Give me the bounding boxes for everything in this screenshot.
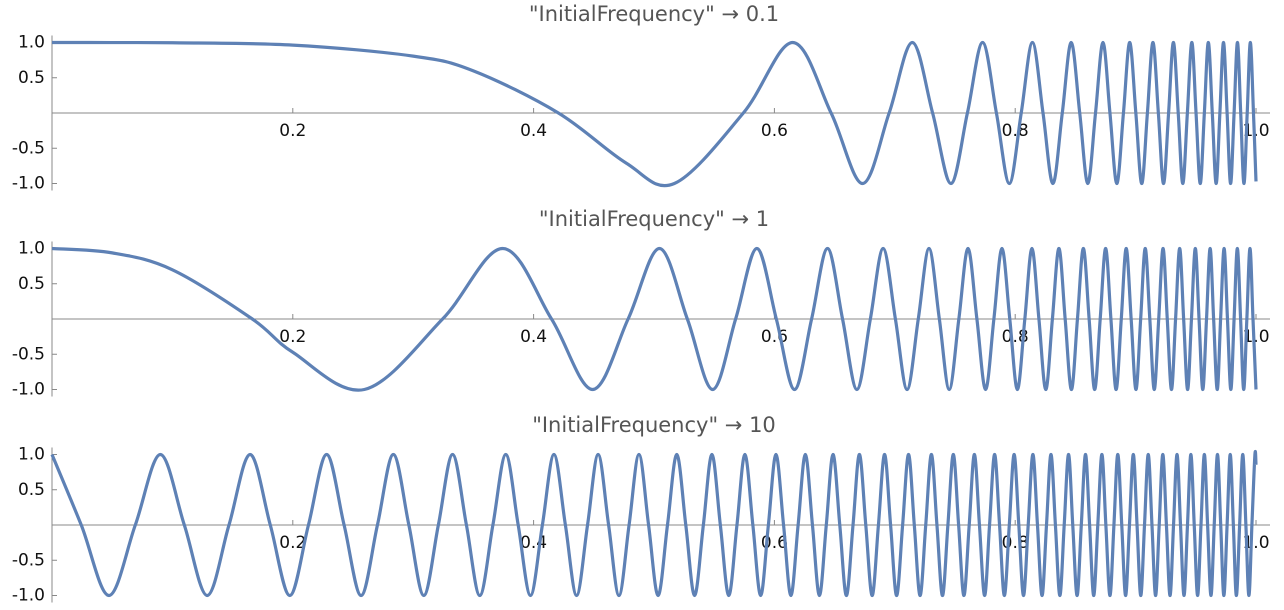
y-tick-label: 1.0 (18, 445, 45, 465)
y-tick-label: 1.0 (18, 239, 45, 259)
x-tick-label: 0.8 (1002, 121, 1029, 141)
y-tick-label: -1.0 (12, 174, 45, 194)
y-tick-label: -0.5 (12, 138, 45, 158)
signal-line (50, 450, 1258, 598)
y-tick-label: -1.0 (12, 586, 45, 606)
x-tick-label: 1.0 (1242, 533, 1269, 553)
chart-title: "InitialFrequency" → 1 (539, 207, 769, 231)
x-tick-label: 0.4 (520, 121, 547, 141)
x-tick-label: 0.4 (520, 327, 547, 347)
x-tick-label: 1.0 (1242, 121, 1269, 141)
chart-panel: "InitialFrequency" → 100.2 0.4 0.6 0.8 1.01.… (12, 413, 1270, 606)
x-tick-label: 0.6 (761, 327, 788, 347)
x-tick-label: 1.0 (1242, 327, 1269, 347)
signal-line (51, 246, 1258, 392)
signal-line (51, 40, 1258, 188)
x-tick-label: 0.2 (279, 327, 306, 347)
y-tick-label: 0.5 (18, 480, 45, 500)
chart-panel: "InitialFrequency" → 10.2 0.4 0.6 0.8 1.01.0… (12, 207, 1270, 400)
chart-panel: "InitialFrequency" → 0.1 0.2 0.4 0.6 0.8 1.0 1… (12, 2, 1270, 194)
y-tick-label: -0.5 (12, 344, 45, 364)
y-tick-label: 1.0 (18, 33, 45, 53)
y-tick-label: -0.5 (12, 550, 45, 570)
x-tick-label: 0.6 (761, 121, 788, 141)
y-tick-label: -1.0 (12, 380, 45, 400)
y-tick-label: 0.5 (18, 274, 45, 294)
chart-title: "InitialFrequency" → 0.1 (529, 2, 779, 26)
x-tick-label: 0.2 (279, 533, 306, 553)
x-tick-label: 0.4 (520, 533, 547, 553)
chart-title: "InitialFrequency" → 10 (532, 413, 776, 437)
y-tick-label: 0.5 (18, 68, 45, 88)
x-tick-label: 0.2 (279, 121, 306, 141)
x-tick-label: 0.8 (1002, 533, 1029, 553)
